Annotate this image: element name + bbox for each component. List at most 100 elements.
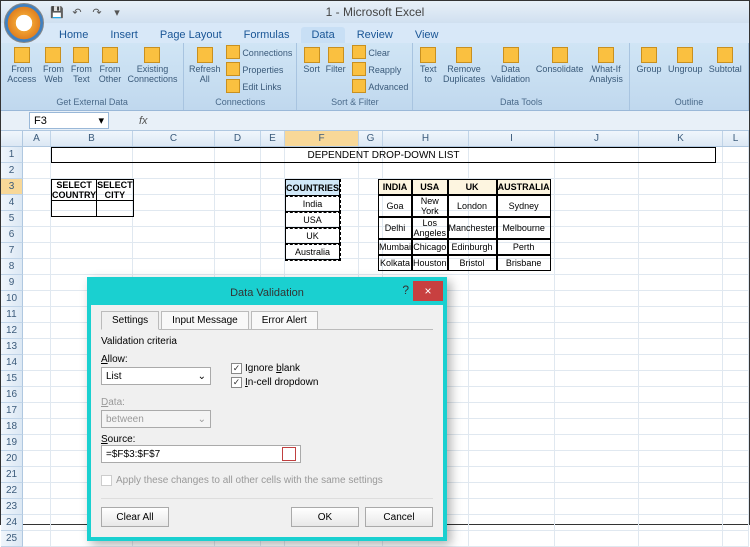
city-cell[interactable]: Melbourne [497,217,551,239]
tab-formulas[interactable]: Formulas [234,27,300,43]
ignore-blank-checkbox[interactable]: ✓Ignore blank [231,363,318,374]
row-header-22[interactable]: 22 [1,483,23,499]
range-selector-icon[interactable] [282,447,296,461]
allow-select[interactable]: List⌄ [101,367,211,385]
col-header-E[interactable]: E [261,131,285,146]
ribbon-group[interactable]: Group [634,45,664,77]
city-cell[interactable]: Edinburgh [448,239,497,255]
row-header-18[interactable]: 18 [1,419,23,435]
redo-icon[interactable]: ↷ [89,4,105,20]
city-cell[interactable]: Mumbai [378,239,412,255]
city-cell[interactable]: Brisbane [497,255,551,271]
row-header-1[interactable]: 1 [1,147,23,163]
row-header-13[interactable]: 13 [1,339,23,355]
undo-icon[interactable]: ↶ [69,4,85,20]
dialog-tab-error-alert[interactable]: Error Alert [251,311,318,329]
ribbon-existing-connections[interactable]: ExistingConnections [126,45,179,87]
ribbon-remove-duplicates[interactable]: RemoveDuplicates [441,45,487,87]
ribbon-ungroup[interactable]: Ungroup [666,45,705,77]
ribbon-from-text[interactable]: FromText [68,45,94,87]
qat-dropdown-icon[interactable]: ▾ [109,4,125,20]
incell-dropdown-checkbox[interactable]: ✓In-cell dropdown [231,377,318,388]
fx-icon[interactable]: fx [139,115,148,127]
row-header-11[interactable]: 11 [1,307,23,323]
tab-view[interactable]: View [405,27,449,43]
city-cell[interactable]: London [448,195,497,217]
ribbon-clear[interactable]: Clear [352,45,408,61]
ribbon-refresh-all[interactable]: RefreshAll [188,45,221,87]
row-header-10[interactable]: 10 [1,291,23,307]
row-header-12[interactable]: 12 [1,323,23,339]
col-header-B[interactable]: B [51,131,133,146]
row-header-24[interactable]: 24 [1,515,23,531]
col-header-D[interactable]: D [215,131,261,146]
city-cell[interactable]: Goa [378,195,412,217]
row-header-21[interactable]: 21 [1,467,23,483]
select-all-cell[interactable] [1,131,23,146]
row-header-14[interactable]: 14 [1,355,23,371]
city-cell[interactable]: Sydney [497,195,551,217]
col-header-L[interactable]: L [723,131,749,146]
row-header-6[interactable]: 6 [1,227,23,243]
city-cell[interactable]: New York [412,195,448,217]
clear-all-button[interactable]: Clear All [101,507,169,527]
row-header-4[interactable]: 4 [1,195,23,211]
chevron-down-icon[interactable]: ▾ [98,114,104,127]
col-header-G[interactable]: G [359,131,383,146]
col-header-H[interactable]: H [383,131,469,146]
tab-review[interactable]: Review [347,27,403,43]
row-header-19[interactable]: 19 [1,435,23,451]
row-header-2[interactable]: 2 [1,163,23,179]
dialog-titlebar[interactable]: Data Validation ? × [91,281,443,305]
tab-insert[interactable]: Insert [100,27,148,43]
row-header-17[interactable]: 17 [1,403,23,419]
city-cell[interactable]: Delhi [378,217,412,239]
city-cell[interactable]: Houston [412,255,448,271]
help-icon[interactable]: ? [402,283,409,297]
tab-page-layout[interactable]: Page Layout [150,27,232,43]
country-cell[interactable]: Australia [286,244,340,260]
country-cell[interactable]: UK [286,228,340,244]
row-header-23[interactable]: 23 [1,499,23,515]
city-cell[interactable]: Manchester [448,217,497,239]
ribbon-sort[interactable]: Sort [301,45,321,77]
close-icon[interactable]: × [413,281,443,301]
source-input[interactable]: =$F$3:$F$7 [101,445,301,463]
ribbon-reapply[interactable]: Reapply [352,62,408,78]
ribbon-from-access[interactable]: FromAccess [5,45,39,87]
ribbon-edit-links[interactable]: Edit Links [226,79,292,95]
city-cell[interactable]: Los Angeles [412,217,448,239]
row-header-7[interactable]: 7 [1,243,23,259]
ribbon-text-to-columns[interactable]: Textto [417,45,439,87]
row-header-25[interactable]: 25 [1,531,23,547]
row-header-5[interactable]: 5 [1,211,23,227]
dialog-tab-input-message[interactable]: Input Message [161,311,249,329]
row-header-15[interactable]: 15 [1,371,23,387]
city-cell[interactable]: Bristol [448,255,497,271]
col-header-J[interactable]: J [555,131,639,146]
row-header-8[interactable]: 8 [1,259,23,275]
ribbon-properties[interactable]: Properties [226,62,292,78]
row-header-3[interactable]: 3 [1,179,23,195]
col-header-K[interactable]: K [639,131,723,146]
country-cell[interactable]: USA [286,212,340,228]
city-cell[interactable]: Perth [497,239,551,255]
ribbon-data-validation[interactable]: DataValidation [489,45,532,87]
select-country-cell[interactable] [52,201,97,217]
dialog-tab-settings[interactable]: Settings [101,311,159,330]
col-header-F[interactable]: F [285,131,359,146]
row-header-16[interactable]: 16 [1,387,23,403]
ribbon-advanced[interactable]: Advanced [352,79,408,95]
city-cell[interactable]: Chicago [412,239,448,255]
col-header-C[interactable]: C [133,131,215,146]
ribbon-from-other-sources[interactable]: FromOther [96,45,123,87]
ribbon-consolidate[interactable]: Consolidate [534,45,585,77]
row-header-9[interactable]: 9 [1,275,23,291]
row-header-20[interactable]: 20 [1,451,23,467]
ok-button[interactable]: OK [291,507,359,527]
chevron-down-icon[interactable]: ⌄ [198,371,206,382]
office-button[interactable] [4,3,44,43]
tab-data[interactable]: Data [301,27,344,43]
select-city-cell[interactable] [97,201,134,217]
country-cell[interactable]: India [286,196,340,212]
